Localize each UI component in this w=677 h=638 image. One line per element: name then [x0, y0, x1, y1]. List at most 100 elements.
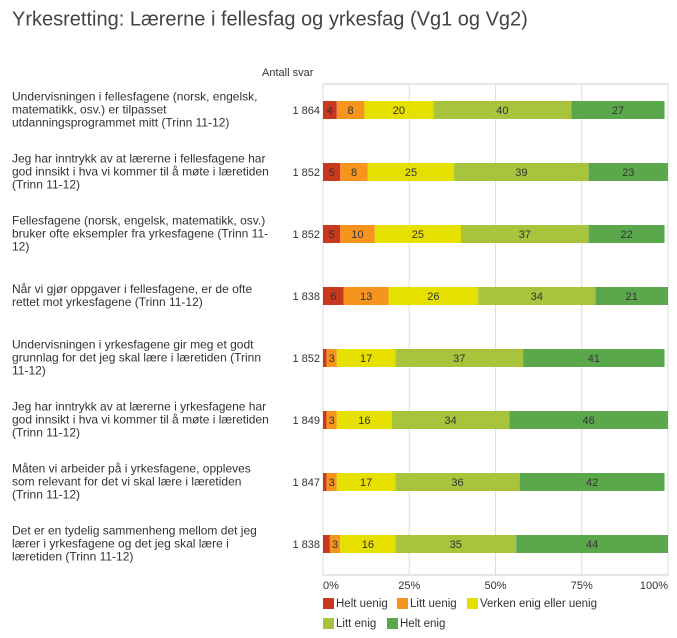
bar-segment [340, 535, 396, 553]
data-label: 27 [612, 105, 624, 117]
legend-swatch [323, 618, 334, 629]
category-label: Fellesfagene (norsk, engelsk, matematikk… [12, 213, 269, 254]
data-label: 3 [329, 415, 335, 427]
bar-segment [323, 349, 327, 367]
data-label: 26 [427, 291, 439, 303]
bar-segment [336, 101, 365, 119]
data-label: 13 [360, 291, 372, 303]
data-label: 23 [622, 167, 634, 179]
bar-segment [326, 411, 337, 429]
data-label: 10 [351, 229, 363, 241]
response-count: 1 852 [292, 353, 320, 365]
bar-segment [374, 225, 461, 243]
bar-segment [395, 349, 524, 367]
category-label: Jeg har inntrykk av at lærerne i yrkesfa… [12, 399, 269, 440]
bar-segment [367, 163, 455, 181]
bar-segment [336, 473, 396, 491]
data-label: 20 [393, 105, 405, 117]
bar-segment [588, 163, 668, 181]
legend-swatch [323, 598, 334, 609]
data-label: 40 [496, 105, 508, 117]
data-label: 16 [358, 415, 370, 427]
category-label: Undervisningen i yrkesfagene gir meg et … [12, 337, 262, 378]
data-label: 6 [330, 291, 336, 303]
bar-segment [323, 535, 330, 553]
category-label: Jeg har inntrykk av at lærerne i fellesf… [12, 151, 269, 192]
bar-segment [516, 535, 668, 553]
bar-segment [340, 163, 368, 181]
data-label: 3 [329, 477, 335, 489]
bar-segment [323, 411, 327, 429]
bar-segment [478, 287, 596, 305]
legend-label: Litt uenig [410, 598, 457, 610]
x-tick-label: 75% [571, 580, 593, 592]
bar-segment [323, 225, 341, 243]
legend-label: Helt uenig [336, 598, 388, 610]
data-label: 8 [348, 105, 354, 117]
legend-swatch [397, 598, 408, 609]
response-count: 1 838 [292, 539, 320, 551]
bar-segment [433, 101, 572, 119]
response-count: 1 852 [292, 229, 320, 241]
legend-swatch [387, 618, 398, 629]
data-label: 36 [451, 477, 463, 489]
legend-label: Helt enig [400, 618, 445, 630]
bar-segment [364, 101, 434, 119]
data-label: 44 [586, 539, 598, 551]
response-count: 1 847 [292, 477, 320, 489]
data-label: 17 [360, 353, 372, 365]
bar-segment [595, 287, 668, 305]
chart-title: Yrkesretting: Lærerne i fellesfag og yrk… [12, 8, 528, 30]
response-count: 1 849 [292, 415, 320, 427]
response-count: 1 838 [292, 291, 320, 303]
category-label: Det er en tydelig sammenheng mellom det … [12, 523, 257, 564]
data-label: 41 [588, 353, 600, 365]
bar-segment [519, 473, 665, 491]
x-tick-label: 0% [323, 580, 339, 592]
data-label: 34 [531, 291, 543, 303]
bar-segment [336, 411, 392, 429]
bar-segment [395, 535, 517, 553]
column-header: Antall svar [262, 67, 314, 79]
data-label: 3 [332, 539, 338, 551]
category-label: Når vi gjør oppgaver i fellesfagene, er … [12, 282, 253, 309]
data-label: 5 [329, 167, 335, 179]
category-label: Undervisningen i fellesfagene (norsk, en… [12, 89, 258, 130]
bar-segment [523, 349, 665, 367]
legend-label: Verken enig eller uenig [480, 598, 597, 610]
data-label: 21 [626, 291, 638, 303]
bar-segment [326, 349, 337, 367]
data-label: 16 [362, 539, 374, 551]
x-tick-label: 25% [398, 580, 420, 592]
data-label: 22 [620, 229, 632, 241]
data-label: 8 [351, 167, 357, 179]
bar-segment [323, 163, 341, 181]
x-tick-label: 50% [484, 580, 506, 592]
category-label: Måten vi arbeider på i yrkesfagene, oppl… [12, 461, 251, 502]
bar-segment [509, 411, 668, 429]
bar-segment [588, 225, 665, 243]
bar-segment [323, 473, 327, 491]
bar-segment [329, 535, 341, 553]
bar-segment [323, 287, 344, 305]
bar-segment [461, 225, 589, 243]
data-label: 42 [586, 477, 598, 489]
data-label: 37 [519, 229, 531, 241]
x-tick-label: 100% [640, 580, 668, 592]
legend-label: Litt enig [336, 618, 376, 630]
data-label: 3 [329, 353, 335, 365]
bar-segment [323, 101, 337, 119]
data-label: 5 [329, 229, 335, 241]
legend-swatch [467, 598, 478, 609]
data-label: 4 [327, 105, 333, 117]
data-label: 37 [453, 353, 465, 365]
bar-segment [392, 411, 510, 429]
response-count: 1 852 [292, 167, 320, 179]
response-count: 1 864 [292, 105, 320, 117]
bar-segment [343, 287, 389, 305]
bar-segment [388, 287, 479, 305]
data-label: 25 [412, 229, 424, 241]
data-label: 25 [405, 167, 417, 179]
